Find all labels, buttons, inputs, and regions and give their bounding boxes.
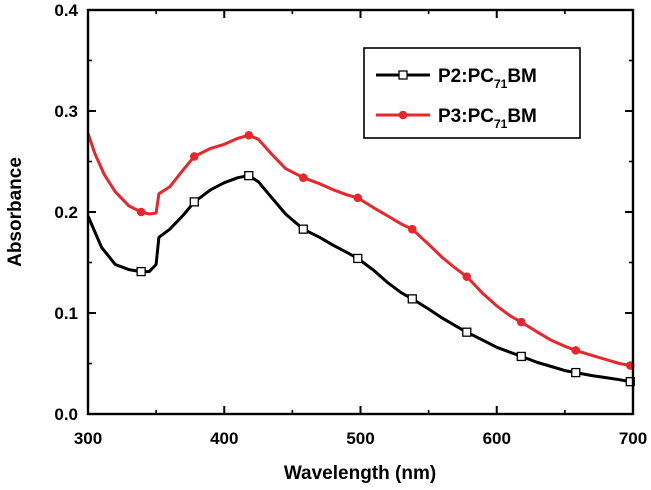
data-point (189, 197, 199, 207)
series-line (86, 174, 631, 384)
data-point (571, 346, 581, 355)
legend: P2:PC71BM P3:PC71BM (363, 47, 581, 139)
legend-item: P2:PC71BM (376, 66, 537, 91)
data-point (407, 224, 417, 234)
x-tick-labels: 300 400 500 600 700 (74, 429, 647, 448)
y-tick-labels: 0.0 0.1 0.2 0.3 0.4 (54, 1, 78, 424)
data-point (353, 253, 363, 264)
data-point (244, 170, 254, 181)
y-tick-label: 0.2 (54, 203, 78, 222)
y-axis-title: Absorbance (5, 157, 26, 267)
series-1 (86, 170, 635, 387)
data-point (136, 266, 146, 277)
data-point (516, 351, 526, 362)
legend-box (363, 47, 581, 139)
data-point (625, 377, 635, 387)
x-tick-label: 700 (619, 429, 647, 448)
data-point (298, 173, 308, 182)
legend-label: P2:PC71BM (438, 66, 537, 91)
legend-label: P3:PC71BM (438, 106, 537, 131)
data-point (462, 327, 472, 337)
legend-item: P3:PC71BM (376, 106, 537, 131)
data-point (244, 130, 254, 140)
y-tick-label: 0.4 (54, 1, 78, 20)
plot-frame (86, 8, 635, 416)
data-point (407, 294, 417, 304)
data-point (298, 224, 308, 234)
data-point (189, 152, 199, 161)
data-point (571, 367, 581, 378)
y-tick-label: 0.1 (54, 304, 78, 323)
y-tick-label: 0.3 (54, 102, 78, 121)
x-axis-title: Wavelength (nm) (284, 463, 436, 484)
series-layer (86, 130, 635, 387)
data-point (136, 207, 146, 217)
x-tick-label: 400 (210, 429, 238, 448)
x-tick-label: 500 (346, 429, 374, 448)
legend-marker (398, 70, 408, 80)
series-line (86, 132, 631, 367)
legend-marker (398, 110, 408, 120)
x-tick-label: 600 (483, 429, 511, 448)
series-2 (86, 130, 635, 370)
data-point (462, 272, 472, 281)
data-point (353, 193, 363, 203)
y-tick-label: 0.0 (54, 405, 78, 424)
x-tick-label: 300 (74, 429, 102, 448)
data-point (516, 317, 526, 327)
